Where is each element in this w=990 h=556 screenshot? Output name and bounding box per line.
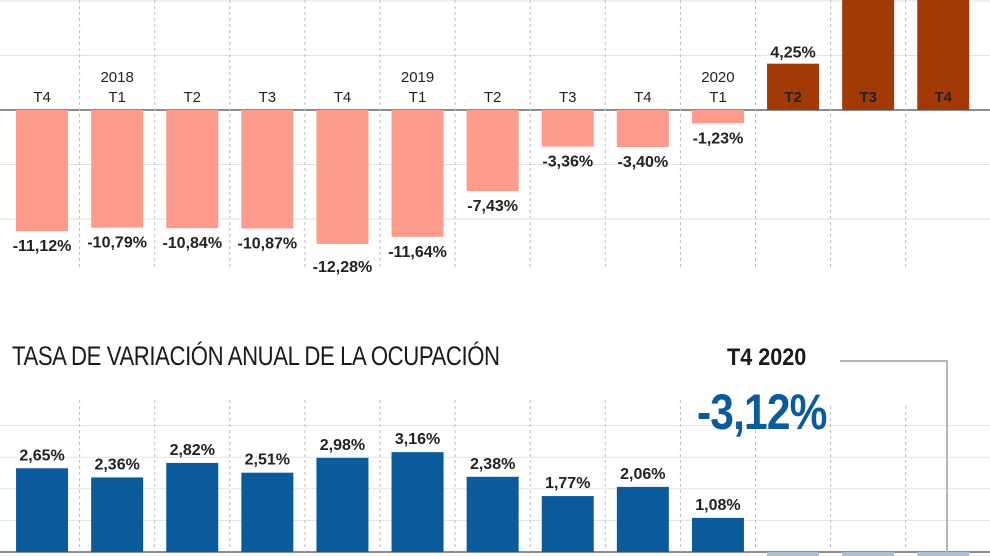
top-bar — [842, 0, 895, 110]
bottom-value-label: 1,77% — [545, 475, 590, 492]
bottom-bar — [466, 476, 519, 552]
bottom-bar-faded — [767, 552, 820, 556]
bottom-bar — [241, 472, 294, 552]
top-bar — [391, 110, 444, 237]
top-bar — [316, 110, 369, 244]
top-quarter-label: T3 — [259, 89, 277, 106]
top-value-label: -3,40% — [617, 154, 668, 171]
bottom-value-label: 3,16% — [395, 431, 440, 448]
bottom-bar — [166, 462, 219, 552]
top-value-label: -11,12% — [13, 238, 72, 255]
top-bar — [241, 110, 294, 229]
top-value-label: -10,87% — [238, 235, 298, 252]
bottom-value-label: 2,51% — [245, 452, 290, 469]
bottom-chart-labels: 2,65% 2,36% 2,82% 2,51% 2,98% 3,16% 2,38% 1,77%… — [19, 431, 740, 514]
top-value-label: -1,23% — [693, 130, 744, 147]
callout-value: -3,12% — [697, 384, 827, 440]
top-quarter-label: T4 — [33, 89, 51, 106]
bottom-bar — [316, 457, 369, 552]
top-value-label: -3,36% — [542, 154, 593, 171]
bottom-bar-faded — [842, 552, 895, 556]
top-quarter-label: T1 — [709, 89, 727, 106]
bottom-bar — [541, 496, 594, 552]
bottom-value-label: 2,65% — [19, 447, 64, 464]
top-quarter-label: T3 — [859, 89, 877, 106]
top-year-label: 2018 — [100, 69, 133, 86]
top-bar — [166, 110, 219, 229]
top-quarter-label: T2 — [484, 89, 502, 106]
top-value-label: -10,79% — [87, 235, 147, 252]
bottom-value-label: 2,38% — [470, 456, 515, 473]
top-quarter-label: T1 — [409, 89, 427, 106]
top-quarter-label: T1 — [108, 89, 126, 106]
top-bar — [466, 110, 519, 191]
top-quarter-label: T2 — [183, 89, 201, 106]
top-bar — [91, 110, 144, 228]
bottom-value-label: 2,06% — [620, 466, 665, 483]
top-chart-labels: T4 -11,12% T1 2018 -10,79% T2 -10,84% T3 -10,87%… — [13, 45, 953, 276]
top-bar — [616, 110, 669, 148]
top-quarter-label: T3 — [559, 89, 577, 106]
bottom-value-label: 2,82% — [170, 442, 215, 459]
top-value-label: 4,25% — [770, 45, 815, 62]
bottom-bar-faded — [917, 552, 970, 556]
callout-connector — [840, 360, 948, 552]
top-value-label: -10,84% — [162, 235, 222, 252]
top-bar — [917, 0, 970, 110]
top-quarter-label: T4 — [634, 89, 652, 106]
bottom-chart-title: TASA DE VARIACIÓN ANUAL DE LA OCUPACIÓN — [12, 341, 500, 371]
top-chart-gridlines — [0, 0, 990, 268]
top-quarter-label: T2 — [784, 89, 802, 106]
top-quarter-label: T4 — [934, 89, 952, 106]
bottom-bar — [16, 468, 69, 552]
bottom-bar — [616, 486, 669, 552]
top-value-label: -12,28% — [313, 259, 373, 276]
top-bar — [767, 63, 820, 110]
top-bar — [16, 110, 69, 232]
top-year-label: 2019 — [401, 69, 434, 86]
callout-connector-line — [840, 360, 948, 552]
top-quarter-label: T4 — [334, 89, 352, 106]
top-chart-bars — [16, 0, 970, 244]
bottom-bar — [91, 477, 144, 552]
top-bar — [691, 110, 744, 124]
bottom-value-label: 1,08% — [695, 497, 740, 514]
top-value-label: -7,43% — [467, 198, 518, 215]
top-bar — [541, 110, 594, 147]
top-year-label: 2020 — [701, 69, 734, 86]
callout-label: T4 2020 — [727, 344, 807, 371]
bottom-value-label: 2,36% — [94, 456, 139, 473]
bottom-value-label: 2,98% — [320, 437, 365, 454]
bottom-bar — [391, 452, 444, 552]
bottom-bar — [691, 517, 744, 552]
bottom-chart-bars — [16, 452, 970, 556]
top-value-label: -11,64% — [388, 244, 447, 261]
